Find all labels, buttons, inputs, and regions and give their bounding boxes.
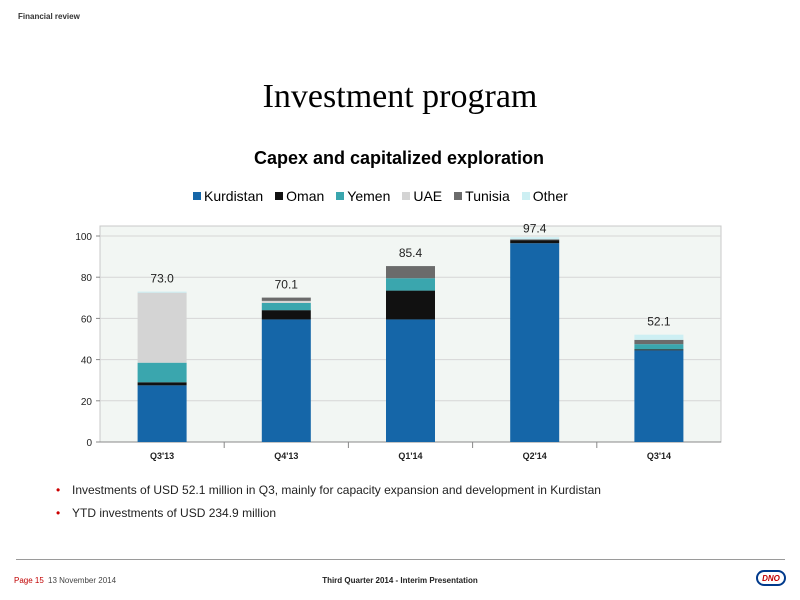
- bar-segment-uae: [261, 300, 311, 303]
- bar-segment-tunisia: [386, 266, 435, 279]
- bar-segment-kurdistan: [261, 319, 311, 442]
- bullet-text: Investments of USD 52.1 million in Q3, m…: [72, 483, 601, 497]
- legend-swatch-oman: [275, 192, 284, 200]
- section-label: Financial review: [18, 12, 80, 21]
- bar-segment-tunisia: [634, 339, 684, 345]
- bullet-item: • Investments of USD 52.1 million in Q3,…: [56, 483, 601, 497]
- bar-segment-other: [634, 334, 684, 340]
- bullet-marker: •: [56, 483, 61, 497]
- bullet-item: • YTD investments of USD 234.9 million: [56, 506, 601, 520]
- bullet-text: YTD investments of USD 234.9 million: [72, 506, 277, 520]
- bar-segment-uae: [137, 292, 187, 363]
- bar-segment-kurdistan: [510, 243, 560, 442]
- legend-item-other: Other: [521, 188, 568, 204]
- legend-swatch-kurdistan: [193, 192, 201, 200]
- bar-segment-oman: [510, 240, 560, 244]
- total-label: 97.4: [523, 221, 547, 235]
- footer-page-number: Page 15: [14, 576, 44, 585]
- x-tick-label: Q3'13: [150, 451, 174, 461]
- bar-segment-yemen: [261, 302, 311, 311]
- dno-logo-text: DNO: [762, 573, 780, 583]
- bar-segment-oman: [634, 349, 684, 351]
- legend-label-oman: Oman: [286, 188, 325, 204]
- legend-label-other: Other: [532, 188, 568, 204]
- slide-title: Investment program: [262, 78, 538, 115]
- dno-logo: DNO: [756, 570, 786, 586]
- legend-label-uae: UAE: [413, 188, 443, 204]
- capex-chart: 0 20 40 60 80 100 73.0 Q3'13 70.1 Q4'13 85.4 Q1'14 9…: [75, 221, 722, 461]
- bar-segment-tunisia: [261, 297, 311, 301]
- bar-segment-other: [510, 237, 560, 240]
- bar-segment-tunisia: [510, 239, 560, 241]
- legend-item-kurdistan: Kurdistan: [193, 188, 263, 204]
- legend-item-oman: Oman: [275, 188, 324, 204]
- legend-item-yemen: Yemen: [336, 188, 390, 204]
- bar-segment-oman: [386, 290, 435, 320]
- x-tick-label: Q2'14: [523, 451, 547, 461]
- legend-label-tunisia: Tunisia: [465, 188, 510, 204]
- footer-presentation-title: Third Quarter 2014 - Interim Presentatio…: [322, 576, 478, 585]
- legend-swatch-other: [521, 192, 530, 200]
- bullet-marker: •: [56, 506, 61, 520]
- y-tick-label: 100: [75, 232, 92, 243]
- bar-segment-oman: [261, 310, 311, 320]
- bar-segment-kurdistan: [634, 350, 684, 442]
- bar-segment-yemen: [386, 278, 435, 291]
- total-label: 70.1: [275, 278, 299, 292]
- legend-swatch-tunisia: [454, 192, 463, 200]
- x-tick-label: Q1'14: [398, 451, 422, 461]
- y-tick-label: 0: [86, 438, 92, 449]
- legend-label-yemen: Yemen: [347, 188, 391, 204]
- legend-swatch-yemen: [336, 192, 345, 200]
- footer-divider: [16, 559, 785, 560]
- chart-legend: Kurdistan Oman Yemen UAE Tunisia Other: [193, 188, 580, 204]
- bar-segment-kurdistan: [137, 385, 187, 442]
- y-tick-label: 40: [81, 356, 93, 367]
- bar-segment-other: [137, 291, 187, 293]
- bullet-list: • Investments of USD 52.1 million in Q3,…: [56, 483, 601, 529]
- bar-segment-yemen: [137, 362, 187, 383]
- total-label: 52.1: [647, 315, 671, 329]
- chart-title: Capex and capitalized exploration: [253, 148, 545, 168]
- x-tick-label: Q3'14: [647, 451, 671, 461]
- legend-item-uae: UAE: [402, 188, 442, 204]
- x-tick-label: Q4'13: [274, 451, 298, 461]
- y-tick-label: 20: [81, 397, 93, 408]
- legend-item-tunisia: Tunisia: [454, 188, 510, 204]
- legend-swatch-uae: [402, 192, 411, 200]
- y-tick-label: 80: [81, 273, 93, 284]
- bar-segment-kurdistan: [386, 319, 435, 442]
- legend-label-kurdistan: Kurdistan: [204, 188, 264, 204]
- footer-date: 13 November 2014: [48, 576, 117, 585]
- y-tick-label: 60: [81, 314, 93, 325]
- total-label: 85.4: [399, 246, 423, 260]
- total-label: 73.0: [150, 272, 174, 286]
- bar-segment-oman: [137, 382, 187, 386]
- bar-segment-yemen: [634, 344, 684, 350]
